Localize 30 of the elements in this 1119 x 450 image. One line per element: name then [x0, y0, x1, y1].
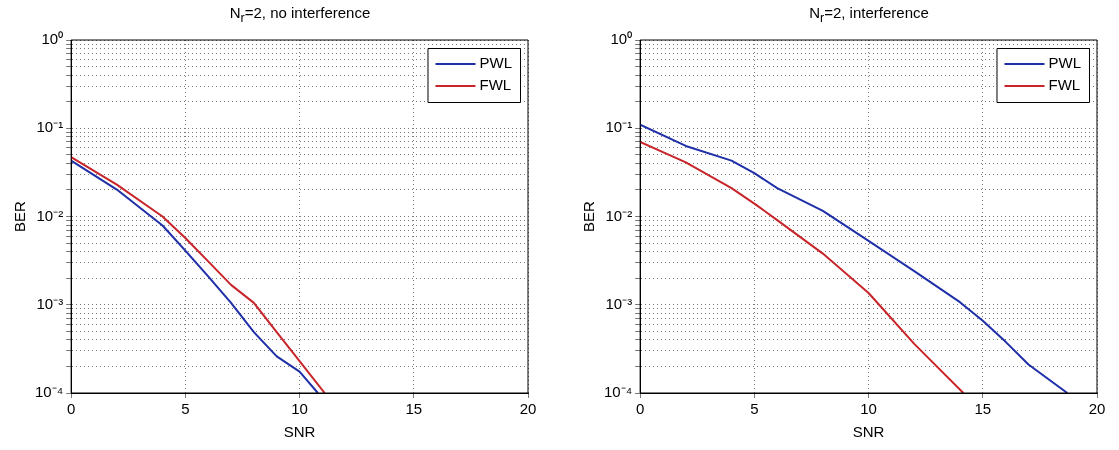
y-tick-label: 10⁻⁴ [34, 383, 64, 401]
y-tick-label: 10⁻³ [605, 294, 633, 312]
x-tick-label: 15 [974, 400, 992, 418]
x-tick-label: 0 [66, 400, 76, 418]
x-tick-label: 20 [519, 400, 537, 418]
x-tick-label: 10 [291, 400, 308, 418]
y-tick-label: 10⁻⁴ [603, 383, 633, 401]
y-tick-label: 10⁻² [36, 206, 64, 224]
y-tick-label: 10⁻³ [36, 294, 64, 312]
legend-label: FWL [1048, 76, 1081, 94]
x-tick-label: 0 [635, 400, 645, 418]
legend-label: PWL [1048, 54, 1082, 72]
y-tick-label: 10⁰ [610, 30, 633, 48]
y-tick-label: 10⁰ [41, 30, 64, 48]
y-tick-label: 10⁻¹ [36, 118, 64, 136]
legend-label: PWL [479, 54, 513, 72]
x-tick-label: 15 [405, 400, 423, 418]
chart-title: N$_{r}$=2, interference [808, 4, 930, 27]
y-tick-label: 10⁻² [605, 206, 633, 224]
chart-title: N$_{r}$=2, no interference [228, 4, 372, 27]
x-axis-title: SNR [852, 423, 885, 441]
y-axis-title: BER [11, 200, 29, 232]
y-axis-title: BER [580, 200, 598, 232]
x-tick-label: 5 [181, 400, 190, 418]
y-tick-label: 10⁻¹ [605, 118, 633, 136]
x-tick-label: 20 [1088, 400, 1106, 418]
x-tick-label: 5 [750, 400, 759, 418]
x-axis-title: SNR [283, 423, 316, 441]
legend-label: FWL [479, 76, 512, 94]
x-tick-label: 10 [860, 400, 877, 418]
